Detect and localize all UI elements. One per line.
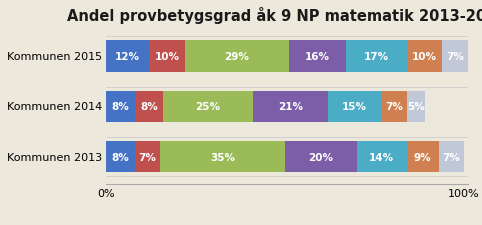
Text: 12%: 12% [115, 52, 140, 62]
Text: 17%: 17% [364, 52, 389, 62]
Bar [442, 41, 468, 72]
Text: 16%: 16% [305, 52, 330, 62]
Bar [382, 91, 407, 122]
Text: 29%: 29% [224, 52, 249, 62]
Bar [439, 142, 464, 173]
Text: 7%: 7% [385, 102, 403, 112]
Bar [134, 142, 160, 173]
Text: 15%: 15% [342, 102, 367, 112]
Text: 21%: 21% [278, 102, 303, 112]
Text: 10%: 10% [412, 52, 437, 62]
Text: 5%: 5% [407, 102, 425, 112]
Bar [328, 91, 382, 122]
Text: 9%: 9% [414, 152, 431, 162]
Text: 20%: 20% [308, 152, 333, 162]
Bar [134, 91, 163, 122]
Text: 14%: 14% [369, 152, 394, 162]
Bar [149, 41, 185, 72]
Text: 8%: 8% [111, 152, 129, 162]
Bar [106, 142, 134, 173]
Text: 35%: 35% [210, 152, 235, 162]
Bar [106, 41, 149, 72]
Bar [285, 142, 357, 173]
Bar [160, 142, 285, 173]
Bar [407, 41, 442, 72]
Text: 7%: 7% [446, 52, 464, 62]
Text: 10%: 10% [154, 52, 179, 62]
Bar [185, 41, 289, 72]
Bar [407, 91, 425, 122]
Text: 8%: 8% [140, 102, 158, 112]
Bar [163, 91, 253, 122]
Bar [289, 41, 346, 72]
Bar [357, 142, 407, 173]
Title: Andel provbetygsgrad åk 9 NP matematik 2013-2015: Andel provbetygsgrad åk 9 NP matematik 2… [67, 7, 482, 24]
Text: 7%: 7% [442, 152, 460, 162]
Text: 8%: 8% [111, 102, 129, 112]
Bar [407, 142, 439, 173]
Text: 7%: 7% [138, 152, 156, 162]
Text: 25%: 25% [196, 102, 221, 112]
Bar [253, 91, 328, 122]
Bar [346, 41, 407, 72]
Bar [106, 91, 134, 122]
